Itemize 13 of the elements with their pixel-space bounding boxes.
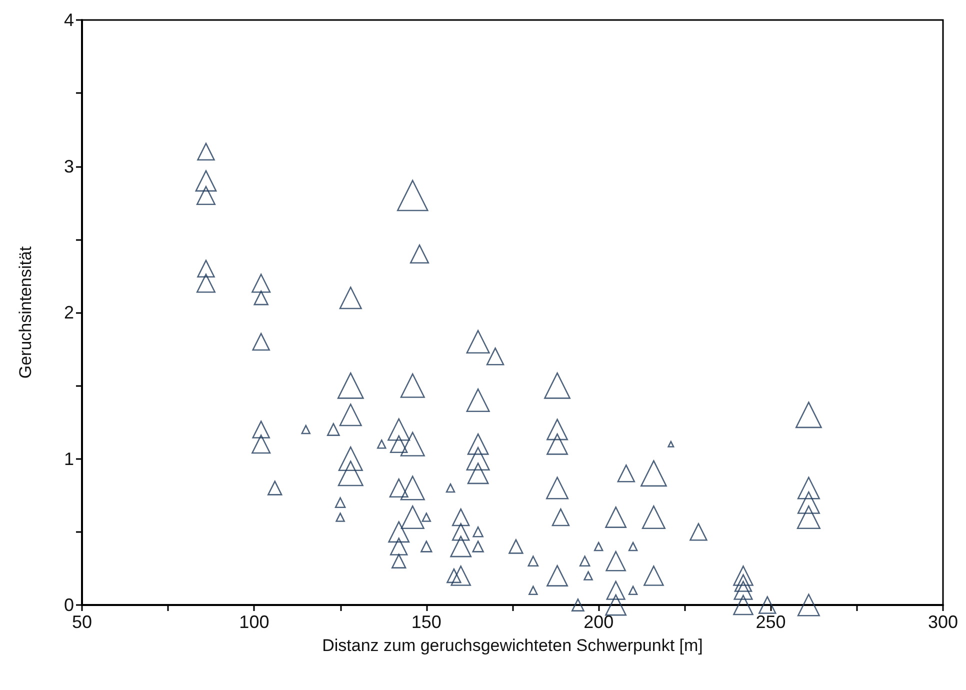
y-tick-label: 2 (64, 302, 74, 322)
y-tick-label: 1 (64, 448, 74, 469)
x-tick-label: 200 (584, 612, 614, 632)
x-tick-label: 50 (72, 612, 92, 632)
y-tick-label: 0 (64, 595, 74, 615)
x-tick-label: 100 (239, 612, 270, 632)
y-tick-label: 3 (64, 156, 74, 176)
x-tick-label: 150 (411, 612, 442, 632)
x-axis-title: Distanz zum geruchsgewichteten Schwerpunkt [m] (322, 636, 703, 655)
x-tick-label: 300 (928, 612, 958, 632)
x-tick-label: 250 (756, 612, 786, 632)
y-tick-label: 4 (64, 10, 74, 30)
y-axis-title: Geruchsintensität (16, 246, 35, 379)
